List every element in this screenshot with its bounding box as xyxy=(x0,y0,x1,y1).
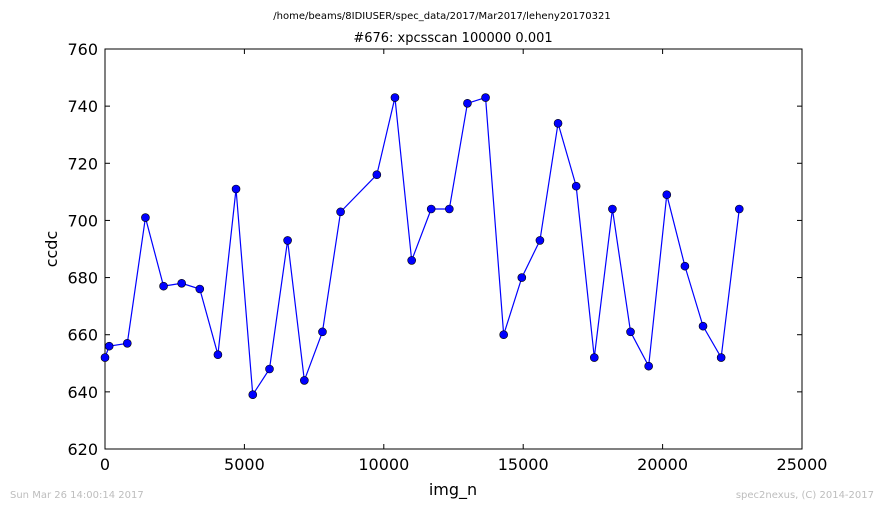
data-point xyxy=(390,93,400,102)
data-point xyxy=(445,204,454,214)
chart-suptitle: /home/beams/8IDIUSER/spec_data/2017/Mar2… xyxy=(273,11,610,22)
data-point xyxy=(177,278,186,288)
y-axis-label: ccdc xyxy=(42,231,61,268)
data-points xyxy=(100,93,744,400)
data-point xyxy=(407,256,416,265)
data-point xyxy=(716,353,726,362)
data-point xyxy=(644,361,653,371)
data-point xyxy=(195,284,205,294)
x-tick-label: 10000 xyxy=(358,455,409,474)
data-point xyxy=(213,350,223,360)
data-point xyxy=(318,327,327,337)
data-point xyxy=(553,118,563,128)
data-point xyxy=(283,236,292,245)
y-tick-label: 620 xyxy=(67,440,98,459)
data-point xyxy=(100,353,110,362)
data-point xyxy=(626,327,635,337)
footer-timestamp: Sun Mar 26 14:00:14 2017 xyxy=(10,490,144,501)
data-point xyxy=(372,170,382,180)
data-point xyxy=(104,341,114,351)
y-tick-label: 760 xyxy=(67,40,98,59)
data-point xyxy=(123,338,132,348)
data-point xyxy=(481,93,490,102)
data-point xyxy=(265,364,274,374)
data-point xyxy=(571,181,581,191)
data-point xyxy=(248,390,258,400)
data-point xyxy=(300,376,309,385)
x-tick-label: 20000 xyxy=(637,455,688,474)
data-point xyxy=(734,204,744,214)
axis-ticks: 0 5000 10000 15000 20000 25000 620 640 660 680 700… xyxy=(67,40,827,474)
data-point xyxy=(336,207,345,217)
data-point xyxy=(680,261,690,271)
data-point xyxy=(535,236,545,245)
plot-area xyxy=(104,48,803,450)
data-point xyxy=(608,204,617,214)
y-tick-label: 740 xyxy=(67,97,98,116)
data-point xyxy=(662,190,672,200)
y-tick-label: 660 xyxy=(67,326,98,345)
x-tick-label: 15000 xyxy=(498,455,549,474)
chart-title: #676: xpcsscan 100000 0.001 xyxy=(353,31,552,46)
y-tick-label: 720 xyxy=(67,154,98,173)
data-point xyxy=(141,213,150,222)
data-point xyxy=(159,281,168,291)
footer-credit: spec2nexus, (C) 2014-2017 xyxy=(735,490,874,501)
x-tick-label: 5000 xyxy=(224,455,265,474)
x-tick-label: 25000 xyxy=(777,455,828,474)
data-point xyxy=(698,321,708,331)
data-point xyxy=(426,204,436,214)
data-point xyxy=(463,98,472,108)
data-point xyxy=(517,273,527,282)
data-point xyxy=(589,353,599,362)
data-point xyxy=(231,184,241,194)
data-point xyxy=(499,330,508,340)
y-tick-label: 640 xyxy=(67,383,98,402)
x-axis-label: img_n xyxy=(429,480,477,500)
y-tick-label: 700 xyxy=(67,211,98,230)
y-tick-label: 680 xyxy=(67,269,98,288)
x-tick-label: 0 xyxy=(100,455,110,474)
